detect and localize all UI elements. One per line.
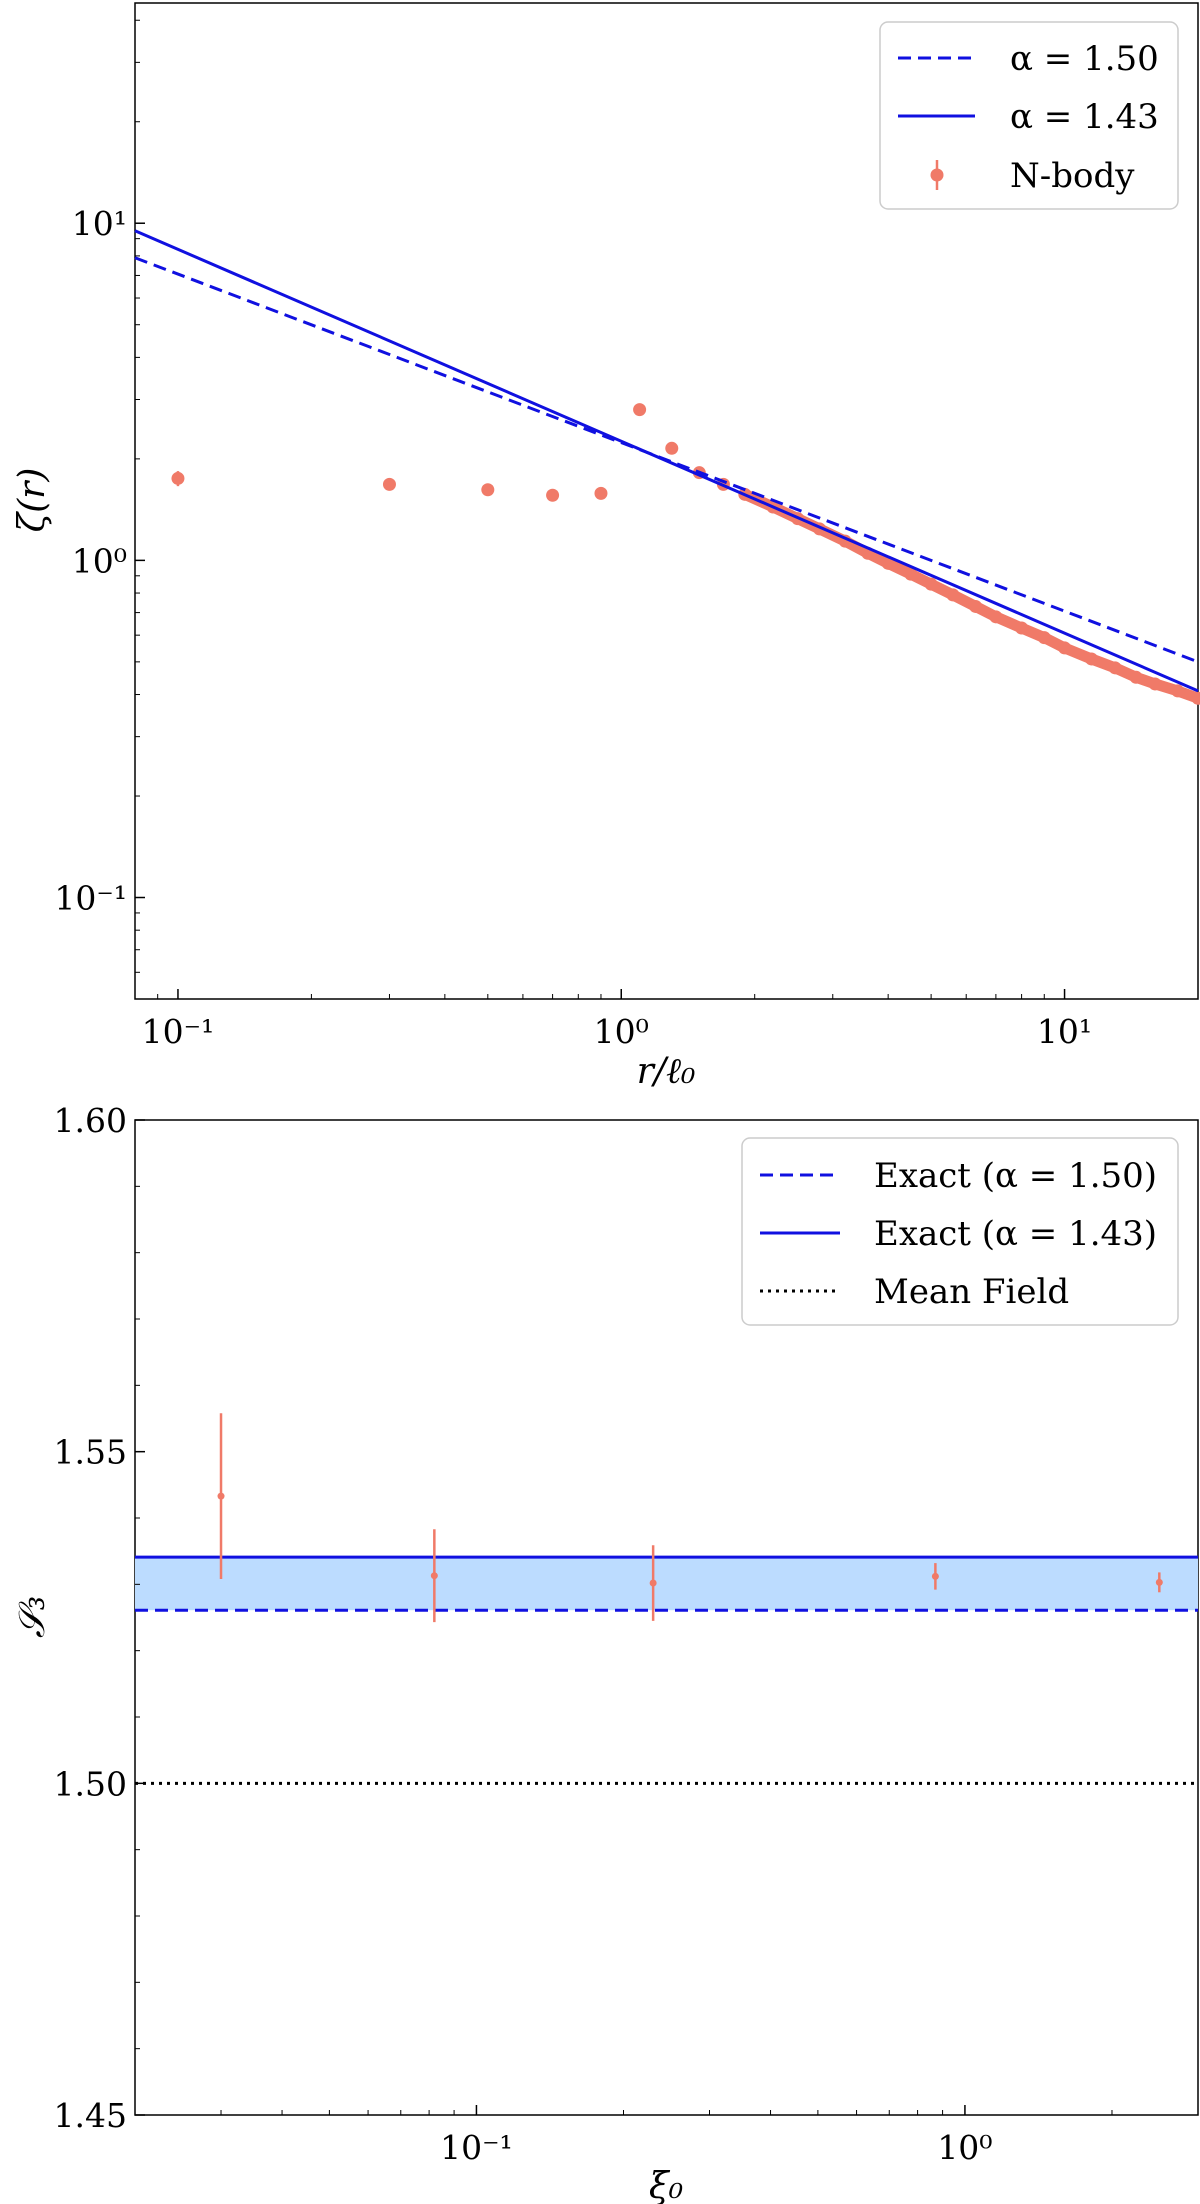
s3-x-tick-label: 10⁰ (937, 2128, 992, 2167)
nbody-point (665, 441, 679, 455)
zeta-y-axis-label: ζ(r) (12, 468, 53, 533)
zeta-y-tick-label: 10⁻¹ (54, 879, 127, 918)
s3-point (1155, 1578, 1163, 1586)
nbody-point (546, 488, 560, 502)
legend-label-exact-143: Exact (α = 1.43) (874, 1214, 1157, 1254)
zeta-legend: α = 1.50 α = 1.43 N-body (879, 21, 1179, 210)
s3-legend: Exact (α = 1.50) Exact (α = 1.43) Mean F… (741, 1137, 1179, 1326)
legend-label-alpha-143: α = 1.43 (1010, 97, 1159, 137)
zeta-plot-frame (134, 2, 1199, 1000)
nbody-point (382, 477, 396, 491)
legend-label-exact-150: Exact (α = 1.50) (874, 1156, 1157, 1196)
s3-y-tick-label: 1.50 (54, 1764, 127, 1803)
s3-point (217, 1492, 225, 1500)
zeta-x-tick-label: 10⁰ (594, 1012, 649, 1051)
legend-label-alpha-150: α = 1.50 (1010, 39, 1159, 79)
s3-chart: 10⁻¹ 10⁰ 1.45 1.50 1.55 1.60 𝒮₃ ξ₀ Exact (α =… (12, 1101, 1199, 2204)
s3-y-tick-label: 1.55 (54, 1433, 127, 1472)
legend-label-nbody: N-body (1010, 156, 1135, 196)
legend-label-mean-field: Mean Field (874, 1272, 1069, 1312)
nbody-tail-band (739, 488, 1200, 704)
s3-point (649, 1579, 657, 1587)
alpha-143-line (134, 229, 1199, 693)
zeta-y-tick-label: 10¹ (72, 204, 127, 243)
s3-y-axis-label: 𝒮₃ (12, 1596, 53, 1638)
nbody-point (171, 471, 185, 485)
legend-swatch-nbody (930, 168, 944, 182)
nbody-point (633, 403, 647, 417)
zeta-x-tick-label: 10¹ (1037, 1012, 1092, 1051)
s3-x-tick-label: 10⁻¹ (440, 2128, 513, 2167)
s3-y-tick-label: 1.60 (54, 1101, 127, 1140)
nbody-point (594, 486, 608, 500)
nbody-point (481, 483, 495, 497)
s3-x-axis-label: ξ₀ (649, 2166, 683, 2204)
zeta-chart: 10⁻¹ 10⁰ 10¹ 10⁻¹ 10⁰ 10¹ ζ(r) r/ℓ₀ α = 1.50 … (12, 2, 1200, 1090)
s3-shaded-band (135, 1557, 1198, 1611)
zeta-y-tick-label: 10⁰ (72, 541, 127, 580)
s3-plot-frame (134, 1119, 1199, 2116)
s3-y-tick-label: 1.45 (54, 2096, 127, 2135)
zeta-x-axis-label: r/ℓ₀ (637, 1051, 696, 1090)
zeta-x-tick-label: 10⁻¹ (142, 1012, 215, 1051)
s3-point (430, 1572, 438, 1580)
s3-point (931, 1572, 939, 1580)
